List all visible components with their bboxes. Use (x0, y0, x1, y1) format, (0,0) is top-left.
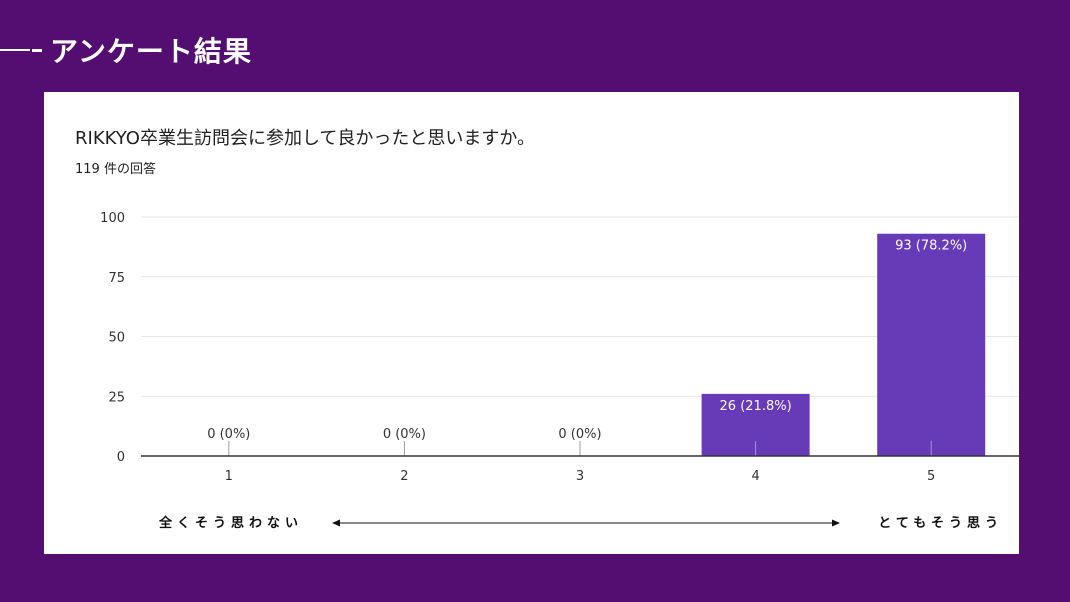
response-count: 119 件の回答 (75, 162, 156, 177)
question-title: RIKKYO卒業生訪問会に参加して良かったと思いますか。 (75, 128, 536, 149)
data-label: 26 (21.8%) (720, 399, 792, 414)
x-tick-label: 2 (400, 469, 408, 484)
scale-arrow-head-right (832, 519, 840, 527)
scale-label-left: 全くそう思わない (159, 516, 304, 531)
survey-result-card: RIKKYO卒業生訪問会に参加して良かったと思いますか。 119 件の回答 0 2… (44, 92, 1019, 554)
scale-arrow-head-left (332, 519, 340, 527)
bar (877, 233, 986, 456)
data-label: 93 (78.2%) (895, 239, 967, 254)
title-decoration-dash (32, 48, 42, 52)
data-label: 0 (0%) (383, 427, 426, 442)
x-tick-label: 3 (576, 469, 584, 484)
y-tick-label: 50 (108, 331, 125, 346)
scale-arrow (332, 519, 840, 527)
y-tick-label: 75 (108, 271, 125, 286)
y-tick-label: 0 (117, 450, 125, 465)
slide-header: アンケート結果 (0, 28, 252, 72)
data-label: 0 (0%) (207, 427, 250, 442)
x-tick-label: 5 (927, 469, 935, 484)
slide-title: アンケート結果 (50, 35, 252, 68)
data-label: 0 (0%) (558, 427, 601, 442)
scale-label-right: とてもそう思う (878, 516, 1003, 531)
y-tick-label: 25 (108, 390, 125, 405)
y-tick-label: 100 (100, 211, 125, 226)
title-decoration-line (0, 49, 30, 51)
x-tick-label: 4 (751, 469, 759, 484)
x-tick-label: 1 (225, 469, 233, 484)
